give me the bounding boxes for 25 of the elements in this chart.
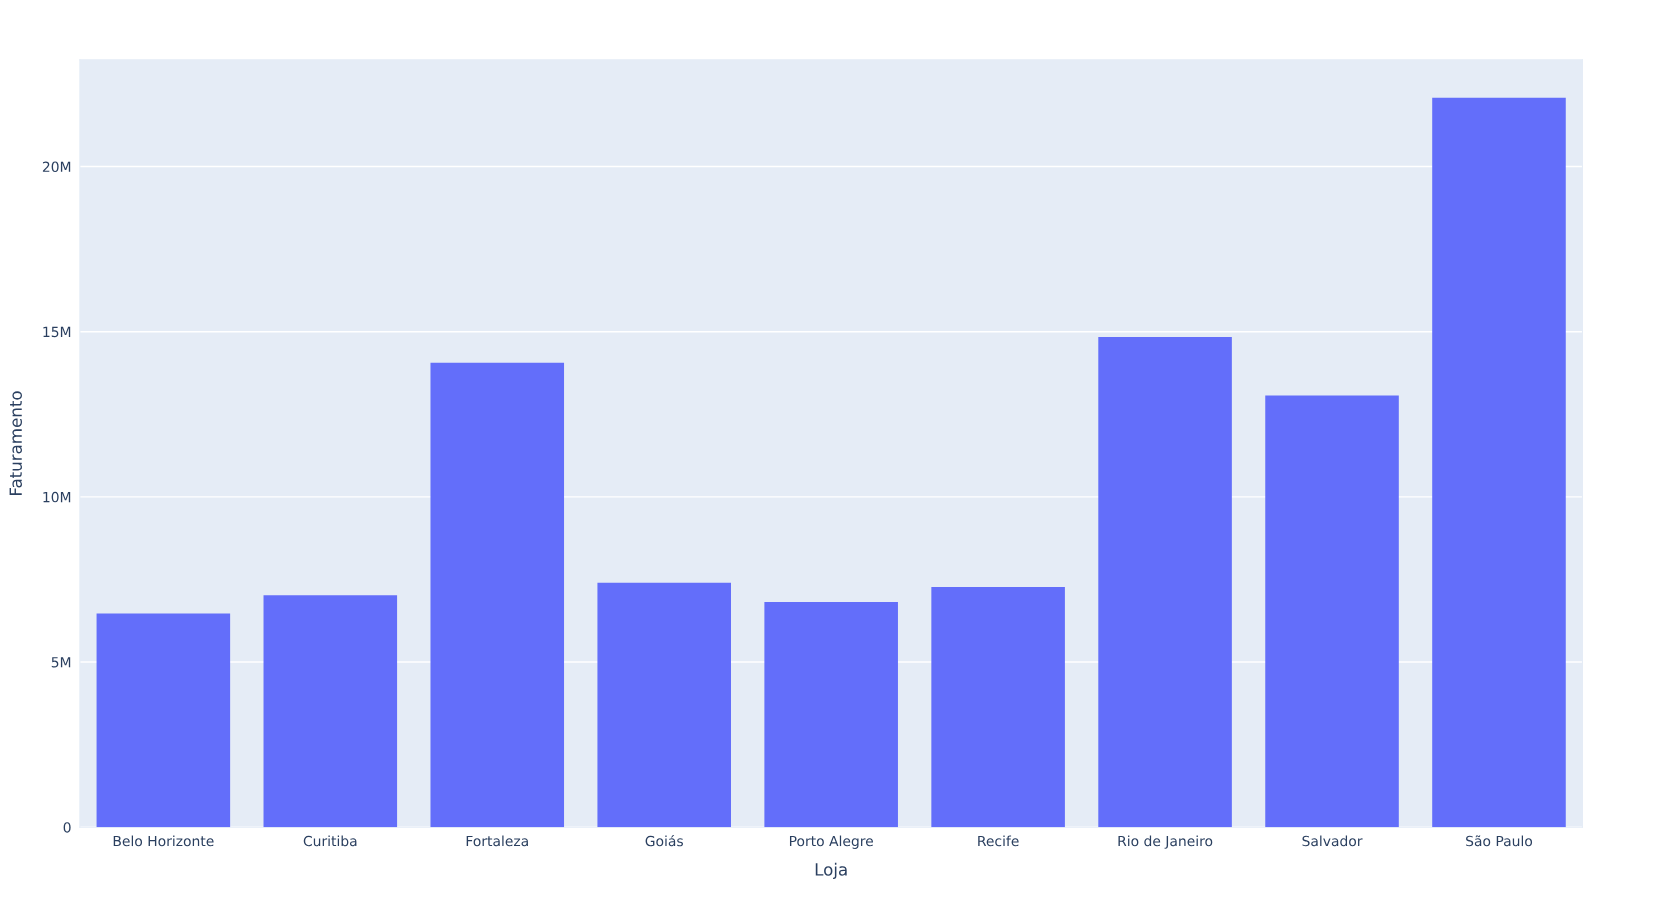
bar [1432,97,1566,828]
y-axis-title: Faturamento [9,391,22,495]
bar [1265,395,1399,828]
x-axis-title: Loja [815,862,847,879]
bar [430,362,565,828]
bar [931,587,1065,828]
y-tick-label: 15M [43,326,71,338]
y-tick-label: 5M [51,657,71,668]
x-tick-label: Fortaleza [466,835,528,847]
bar [597,582,731,828]
x-tick-label: São Paulo [1466,835,1533,847]
bar [96,613,231,828]
x-tick-label: Curitiba [303,835,357,847]
x-tick-label: Belo Horizonte [113,835,214,847]
x-tick-label: Rio de Janeiro [1118,835,1213,849]
bar [1098,337,1232,828]
y-tick-label: 10M [43,491,71,503]
bar [764,601,898,828]
bar [263,595,398,828]
x-tick-label: Recife [978,835,1019,847]
y-tick-label: 0 [63,822,71,833]
x-tick-label: Goiás [645,834,683,847]
x-tick-label: Porto Alegre [789,835,873,849]
x-tick-label: Salvador [1302,835,1363,847]
y-tick-label: 20M [42,161,71,173]
